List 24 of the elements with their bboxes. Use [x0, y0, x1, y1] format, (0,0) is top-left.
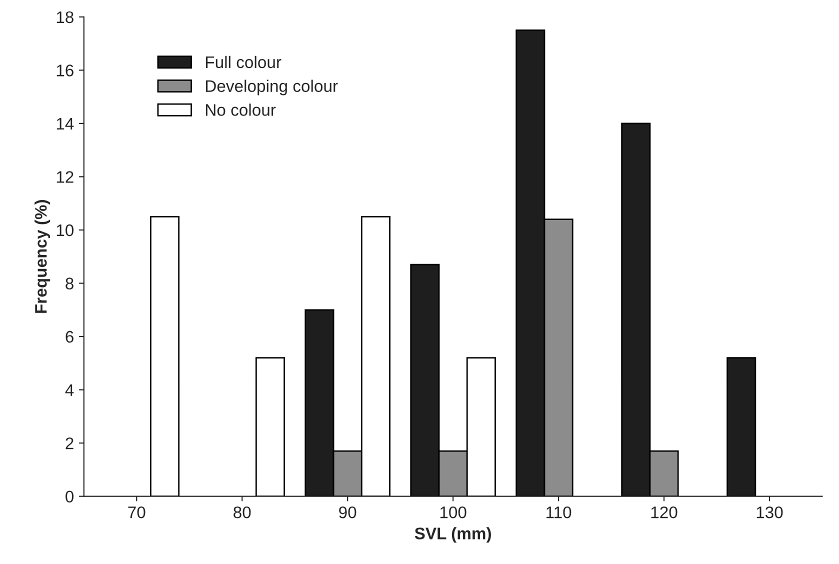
y-tick-label: 18 — [56, 11, 74, 24]
y-axis-title: Frequency (%) — [34, 200, 50, 313]
x-tick-label: 90 — [339, 506, 356, 518]
y-tick-label: 12 — [56, 171, 74, 183]
x-tick-label: 130 — [756, 506, 783, 518]
bar — [150, 216, 180, 496]
x-tick-label: 70 — [128, 506, 146, 518]
y-tick-label: 2 — [66, 437, 74, 450]
y-tick-label: 8 — [66, 278, 74, 290]
y-tick-label: 4 — [65, 384, 74, 396]
bar — [255, 357, 285, 496]
x-axis-title: SVL (mm) — [414, 527, 491, 543]
legend-label: Full colour — [206, 56, 282, 68]
y-tick-label: 14 — [56, 118, 74, 130]
y-tick-label: 6 — [66, 330, 74, 343]
y-tick-label: 0 — [66, 490, 74, 503]
y-tick-label: 16 — [56, 64, 74, 76]
x-tick-label: 80 — [234, 506, 251, 518]
legend-label: No colour — [206, 104, 276, 116]
x-tick-label: 100 — [440, 506, 466, 518]
legend-label: Developing colour — [206, 80, 338, 96]
x-tick-label: 120 — [651, 506, 678, 518]
x-tick-label: 110 — [546, 506, 572, 518]
y-tick-label: 10 — [56, 224, 74, 236]
